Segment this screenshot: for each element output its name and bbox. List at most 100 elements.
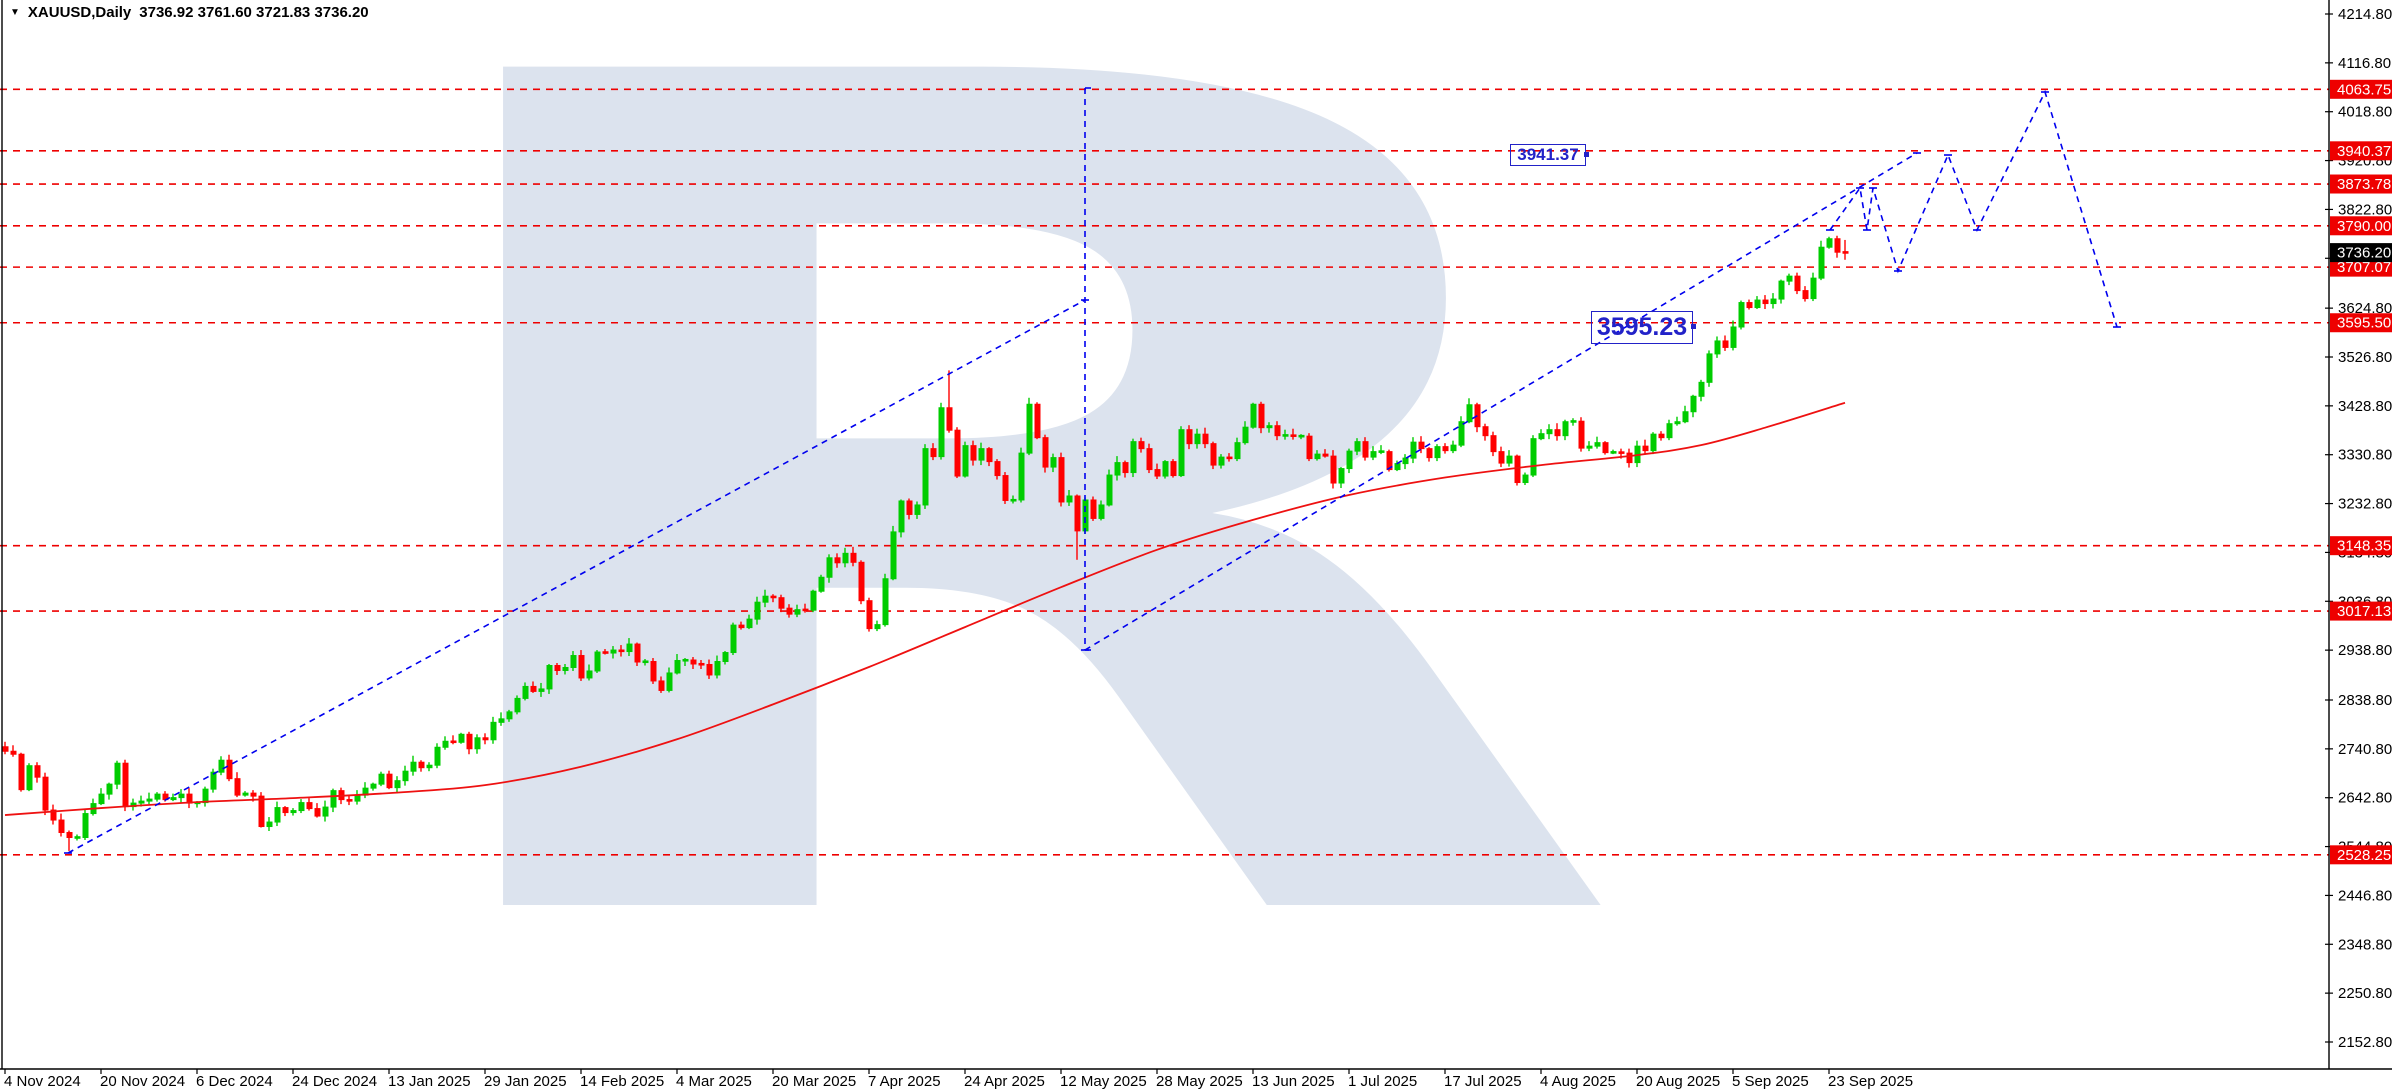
candle-body xyxy=(578,655,585,679)
candle-body xyxy=(42,776,49,811)
candle-body xyxy=(466,733,473,750)
candle-body xyxy=(290,810,297,814)
candle-body xyxy=(666,672,673,691)
price-level-badge xyxy=(2330,216,2392,236)
chart-title-bar: ▼ XAUUSD,Daily 3736.92 3761.60 3721.83 3… xyxy=(10,4,369,21)
candle-body xyxy=(1754,299,1761,309)
candle-body xyxy=(1554,429,1561,437)
candle-body xyxy=(386,773,393,789)
candle-body xyxy=(890,531,897,580)
candle-body xyxy=(1034,403,1041,439)
x-axis-date-label: 4 Aug 2025 xyxy=(1540,1073,1616,1090)
price-level-badge-text: 3873.78 xyxy=(2337,176,2391,193)
y-axis-tick-label: 2152.80 xyxy=(2338,1034,2392,1051)
candle-body xyxy=(690,659,697,665)
moving-average-line xyxy=(4,401,1846,816)
candle-body xyxy=(1186,429,1193,445)
candle-body xyxy=(1722,340,1729,348)
candle-body xyxy=(2,746,9,752)
candle-body xyxy=(322,806,329,817)
candle-body xyxy=(762,595,769,603)
candle-body xyxy=(866,600,873,630)
x-axis-date-label: 4 Nov 2024 xyxy=(4,1073,81,1090)
candle-body xyxy=(1378,450,1385,453)
candle-body xyxy=(1154,469,1161,477)
candle-body xyxy=(1122,462,1129,474)
candle-body xyxy=(1426,448,1433,459)
candle-body xyxy=(1386,451,1393,471)
candle-body xyxy=(354,794,361,802)
candle-body xyxy=(26,765,33,791)
candle-body xyxy=(1410,441,1417,459)
candle-body xyxy=(570,655,577,668)
y-axis-tick-label: 3526.80 xyxy=(2338,349,2392,366)
candle-body xyxy=(474,737,481,750)
y-axis-tick-label: 4214.80 xyxy=(2338,6,2392,23)
price-level-badge-text: 2528.25 xyxy=(2337,847,2391,864)
candle-body xyxy=(426,764,433,769)
y-axis-tick-label: 3428.80 xyxy=(2338,398,2392,415)
candle-body xyxy=(1202,433,1209,445)
candle-body xyxy=(1106,474,1113,506)
candle-body xyxy=(1146,448,1153,471)
candle-body xyxy=(826,557,833,578)
candle-body xyxy=(1610,451,1617,454)
candle-body xyxy=(1362,441,1369,458)
annotation-handle[interactable] xyxy=(1584,152,1589,157)
candle-body xyxy=(258,795,265,828)
candle-body xyxy=(1530,438,1537,476)
price-level-badge-text: 3707.07 xyxy=(2337,259,2391,276)
candle-body xyxy=(930,448,937,458)
trendline[interactable] xyxy=(67,299,1086,854)
candle-body xyxy=(250,792,257,797)
candle-body xyxy=(810,590,817,611)
price-annotation-3941[interactable]: 3941.37 xyxy=(1510,144,1586,166)
projection-zigzag[interactable] xyxy=(1829,89,2118,328)
x-axis-date-label: 5 Sep 2025 xyxy=(1732,1073,1809,1090)
candle-body xyxy=(1026,403,1033,454)
candle-body xyxy=(1234,442,1241,460)
candle-body xyxy=(530,685,537,692)
candle-body xyxy=(994,461,1001,477)
y-axis-tick-label: 4018.80 xyxy=(2338,104,2392,121)
candle-body xyxy=(114,762,121,785)
candle-body xyxy=(1058,457,1065,503)
trendline[interactable] xyxy=(1084,152,1918,651)
candle-body xyxy=(738,624,745,629)
candle-body xyxy=(1802,290,1809,300)
candle-body xyxy=(282,807,289,814)
candle-body xyxy=(1170,461,1177,477)
price-level-badge xyxy=(2330,174,2392,194)
candle-body xyxy=(1242,426,1249,444)
x-axis-date-label: 17 Jul 2025 xyxy=(1444,1073,1522,1090)
candle-body xyxy=(226,759,233,780)
candle-body xyxy=(346,799,353,802)
price-level-badge xyxy=(2330,257,2392,277)
candle-body xyxy=(10,750,17,755)
x-axis-date-label: 12 May 2025 xyxy=(1060,1073,1147,1090)
candle-body xyxy=(1594,442,1601,447)
annotation-handle[interactable] xyxy=(1691,324,1696,329)
candle-body xyxy=(970,445,977,461)
candle-body xyxy=(378,773,385,785)
candle-body xyxy=(754,601,761,620)
candle-body xyxy=(1162,461,1169,477)
price-level-badge-text: 4063.75 xyxy=(2337,81,2391,98)
y-axis-tick-label: 2446.80 xyxy=(2338,887,2392,904)
symbol-dropdown-icon[interactable]: ▼ xyxy=(10,7,20,18)
candle-body xyxy=(1498,451,1505,464)
candle-body xyxy=(266,821,273,828)
candle-body xyxy=(18,753,25,791)
price-level-badge-text: 3940.37 xyxy=(2337,143,2391,160)
x-axis-date-label: 23 Sep 2025 xyxy=(1828,1073,1913,1090)
candle-body xyxy=(858,561,865,602)
candle-body xyxy=(418,761,425,769)
y-axis-tick-label: 3330.80 xyxy=(2338,447,2392,464)
candle-body xyxy=(682,658,689,662)
candle-body xyxy=(1666,423,1673,439)
y-axis-tick-label: 2348.80 xyxy=(2338,936,2392,953)
x-axis-date-label: 29 Jan 2025 xyxy=(484,1073,567,1090)
candle-body xyxy=(778,597,785,609)
price-annotation-3595[interactable]: 3595.23 xyxy=(1591,311,1693,344)
